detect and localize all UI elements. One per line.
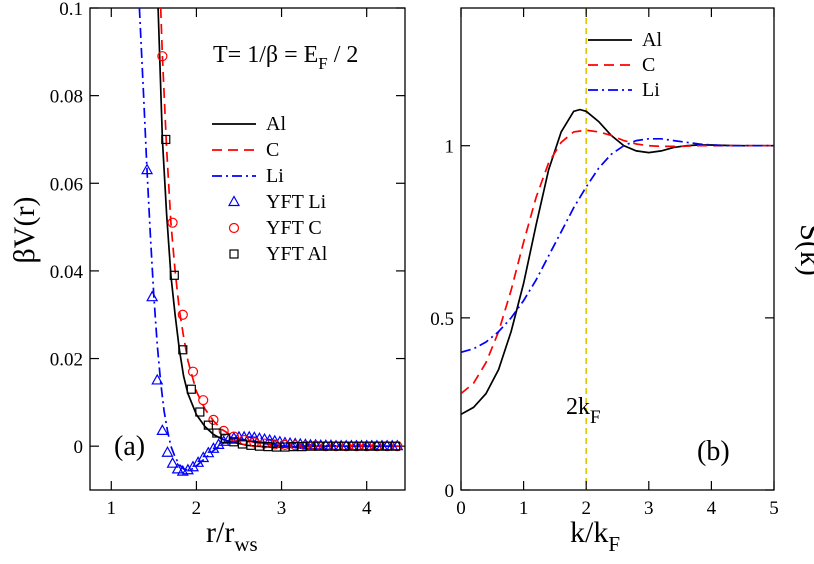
panel-b-xtick-label: 2 [581,498,591,519]
panel-b-series-al [461,108,774,416]
panel-a-xtick-label: 3 [277,498,287,519]
panel-a-xtick-label: 2 [192,498,202,519]
panel-b-ytick-label: 1 [445,137,455,158]
panel-b-ylabel: S(k) [794,224,814,276]
panel-a-point-yft-c [198,395,209,406]
panel-a-point-yft-li [181,463,194,475]
panel-b-series-c [461,129,774,395]
panel-b-legend-label-c: C [642,54,655,76]
panel-a-ytick-label: 0 [74,437,84,458]
panel-a-point-yft-li [151,373,164,385]
panel-a-point-yft-al [391,441,401,451]
panel-a-legend-swatch-yft-c [228,222,240,234]
panel-b-legend-label-li: Li [642,79,660,101]
panel-a-point-yft-li [166,456,179,468]
panel-b-legend-label-al: Al [642,29,662,51]
panel-b-label: (b) [697,436,730,467]
panel-a: 1 2 3 4 0 0.02 0.04 0.06 0.08 0.1 T= 1/β = EF / 2… [8,0,406,556]
panel-b-xlabel: k/kF [570,516,620,556]
panel-b-series-li [461,137,774,354]
panel-a-point-yft-c [167,217,178,228]
panel-a-point-yft-li [141,163,154,175]
panel-b-frame [460,7,775,491]
panel-a-point-yft-c [218,425,229,436]
panel-a-point-yft-al [195,407,205,417]
panel-a-point-yft-c [177,309,188,320]
panel-a-series [138,8,404,476]
vline-annotation: 2kF [566,394,601,428]
panel-a-label: (a) [114,431,145,462]
panel-a-ytick-label: 0.04 [50,262,84,283]
panel-a-legend-label-yft-c: YFT C [266,217,322,239]
panel-a-annotation: T= 1/β = EF / 2 [213,42,358,73]
panel-a-point-yft-c [208,414,219,425]
panel-a-series-yft-al [161,134,401,452]
panel-a-legend-label-yft-li: YFT Li [266,191,327,213]
panel-a-xlabel: r/rws [206,516,258,556]
panel-b-xtick-label: 5 [769,498,779,519]
panel-a-point-yft-li [212,438,225,449]
panel-a-series-li [138,8,401,472]
panel-b: 0 1 2 3 4 5 0 0.5 1 Al C Li 2kF (b) k/kF S(k) [430,7,814,556]
panel-a-point-yft-c [157,51,168,62]
panel-a-legend-label-c: C [266,139,279,161]
panel-a-legend-swatch-yft-al [229,249,239,259]
panel-b-legend: Al C Li [588,29,662,101]
panel-a-ticks: 1 2 3 4 0 0.02 0.04 0.06 0.08 0.1 [50,0,405,519]
panel-b-ytick-label: 0.5 [430,309,454,330]
panel-a-point-yft-al [161,134,171,145]
panel-a-frame [89,7,406,491]
panel-b-xtick-label: 0 [456,498,466,519]
panel-a-point-yft-c [269,439,280,450]
panel-a-legend-label-yft-al: YFT Al [266,243,328,265]
panel-a-point-yft-al [212,428,222,438]
panel-b-series [461,108,774,416]
panel-a-point-yft-li [161,446,174,457]
panel-a-point-yft-al [186,384,196,394]
panel-a-point-yft-li [156,424,169,435]
panel-a-xtick-label: 1 [107,498,117,519]
panel-b-xtick-label: 4 [707,498,717,519]
panel-a-ylabel: βV(r) [8,197,41,264]
panel-a-legend-swatch-yft-li [227,195,241,207]
panel-b-xtick-label: 1 [519,498,529,519]
panel-a-ytick-label: 0.02 [50,350,83,371]
panel-a-legend: Al C Li YFT Li YFT C YFT Al [212,113,328,265]
panel-a-point-yft-li [171,462,184,474]
panel-b-ytick-label: 0 [445,481,455,502]
panel-a-point-yft-al [169,270,179,280]
panel-a-legend-label-al: Al [266,113,286,135]
panel-a-point-yft-al [203,420,213,430]
panel-a-point-yft-al [178,345,188,355]
panel-a-ytick-label: 0.08 [50,87,83,108]
panel-a-ytick-label: 0.06 [50,174,83,195]
panel-b-ticks: 0 1 2 3 4 5 0 0.5 1 [430,8,779,519]
panel-a-point-yft-li [146,290,159,302]
panel-b-xtick-label: 3 [644,498,654,519]
panel-a-legend-label-li: Li [266,165,284,187]
panel-a-point-yft-c [290,440,301,451]
panel-a-ytick-label: 0.1 [59,0,83,20]
panel-a-xtick-label: 4 [362,498,372,519]
panel-a-point-yft-c [187,366,199,377]
